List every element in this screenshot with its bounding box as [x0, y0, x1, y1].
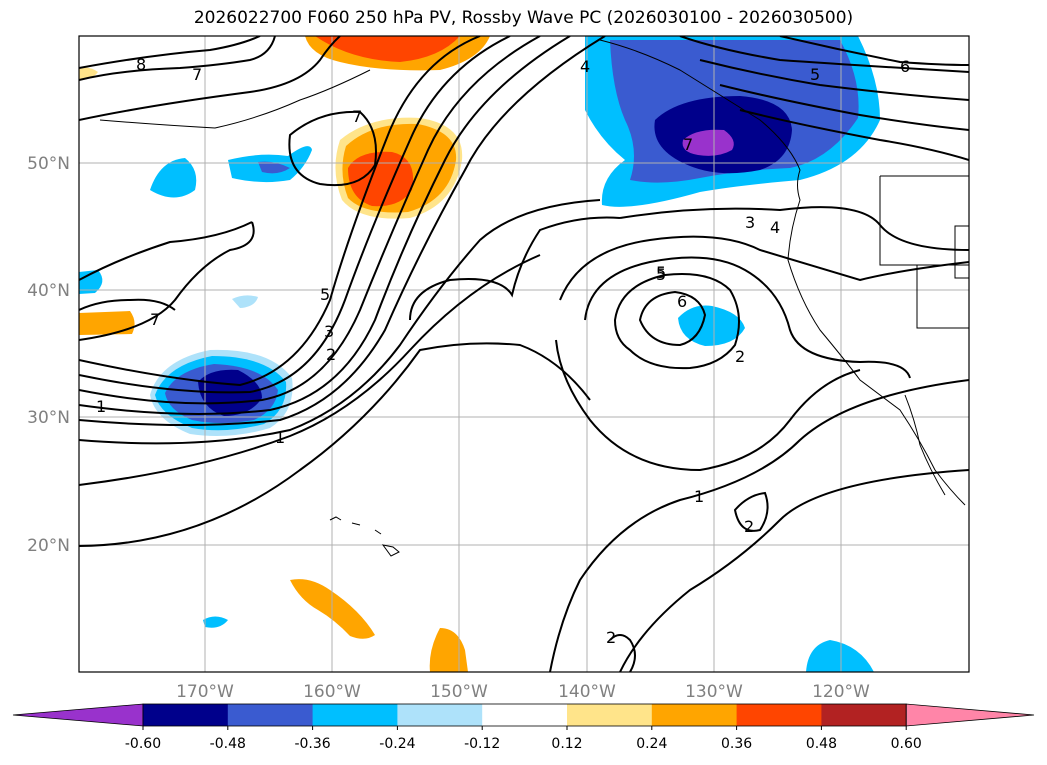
colorbar-segment	[482, 704, 568, 726]
chart-title: 2026022700 F060 250 hPa PV, Rossby Wave …	[193, 8, 854, 28]
colorbar-tick-label: 0.24	[636, 736, 667, 752]
lon-label: 160°W	[303, 682, 361, 702]
colorbar-frame	[142, 703, 907, 727]
contour-label: 2	[735, 347, 745, 366]
colorbar-segment	[397, 704, 483, 726]
lon-label: 140°W	[558, 682, 616, 702]
contour-label: 7	[150, 310, 160, 329]
colorbar-segment	[227, 704, 314, 726]
contour-label: 7	[683, 135, 693, 154]
colorbar-tick-label: 0.60	[891, 736, 922, 752]
lon-label: 120°W	[812, 682, 870, 702]
colorbar-tick-label: 0.36	[721, 736, 752, 752]
contour-label: 3	[324, 322, 334, 341]
contour-label: 2	[744, 517, 754, 536]
graticule	[79, 36, 969, 672]
colorbar-segment	[651, 704, 738, 726]
colorbar-tick-label: 0.12	[551, 736, 582, 752]
lat-label: 20°N	[27, 536, 70, 556]
colorbar-tick-label: -0.48	[210, 736, 246, 752]
colorbar-extend-low	[12, 703, 144, 727]
pv-contours	[79, 36, 969, 672]
contour-label: 7	[352, 107, 362, 126]
colorbar-segment	[736, 704, 822, 726]
contour-label: 2	[326, 345, 336, 364]
colorbar-segment	[821, 704, 907, 726]
lat-label: 30°N	[27, 408, 70, 428]
colorbar-tick-label: 0.48	[806, 736, 837, 752]
contour-label: 2	[606, 628, 616, 647]
contour-label: 3	[745, 213, 755, 232]
contour-label: 6	[677, 292, 687, 311]
colorbar-segment	[567, 704, 653, 726]
contour-label: 5	[320, 285, 330, 304]
lat-label: 50°N	[27, 154, 70, 174]
contour-label: 4	[770, 218, 780, 237]
colorbar-extend-high	[905, 703, 1035, 727]
coastlines	[99, 39, 969, 557]
contour-label: 8	[136, 55, 146, 74]
contour-label: 5	[810, 65, 820, 84]
contour-label: 5	[656, 265, 666, 284]
lat-label: 40°N	[27, 281, 70, 301]
lon-label: 130°W	[685, 682, 743, 702]
colorbar-segment	[312, 704, 398, 726]
contour-labels: 8 7 7 7 5 3 2 1 1 4 5 6 5 3 4 5 6 7 2 1 …	[96, 55, 910, 647]
colorbar-tick-label: -0.24	[379, 736, 415, 752]
map-frame	[78, 35, 970, 673]
contour-label: 1	[694, 487, 704, 506]
contour-label: 1	[275, 428, 285, 447]
colorbar: -0.60 -0.48 -0.36 -0.24 -0.12 0.12 0.24 0.36 0.4…	[12, 703, 1035, 752]
contour-label: 1	[96, 397, 106, 416]
colorbar-tick-label: -0.12	[464, 736, 500, 752]
lon-label: 170°W	[176, 682, 234, 702]
contour-label: 4	[580, 57, 590, 76]
contour-label: 5	[656, 263, 666, 282]
pv-anomaly-shading	[79, 36, 880, 672]
lon-labels: 170°W 160°W 150°W 140°W 130°W 120°W	[176, 682, 870, 702]
contour-label: 6	[900, 57, 910, 76]
colorbar-tick-label: -0.60	[125, 736, 161, 752]
colorbar-segment	[143, 704, 229, 726]
lon-label: 150°W	[430, 682, 488, 702]
contour-label: 7	[192, 65, 202, 84]
colorbar-tick-label: -0.36	[294, 736, 330, 752]
lat-labels: 50°N 40°N 30°N 20°N	[27, 154, 70, 556]
